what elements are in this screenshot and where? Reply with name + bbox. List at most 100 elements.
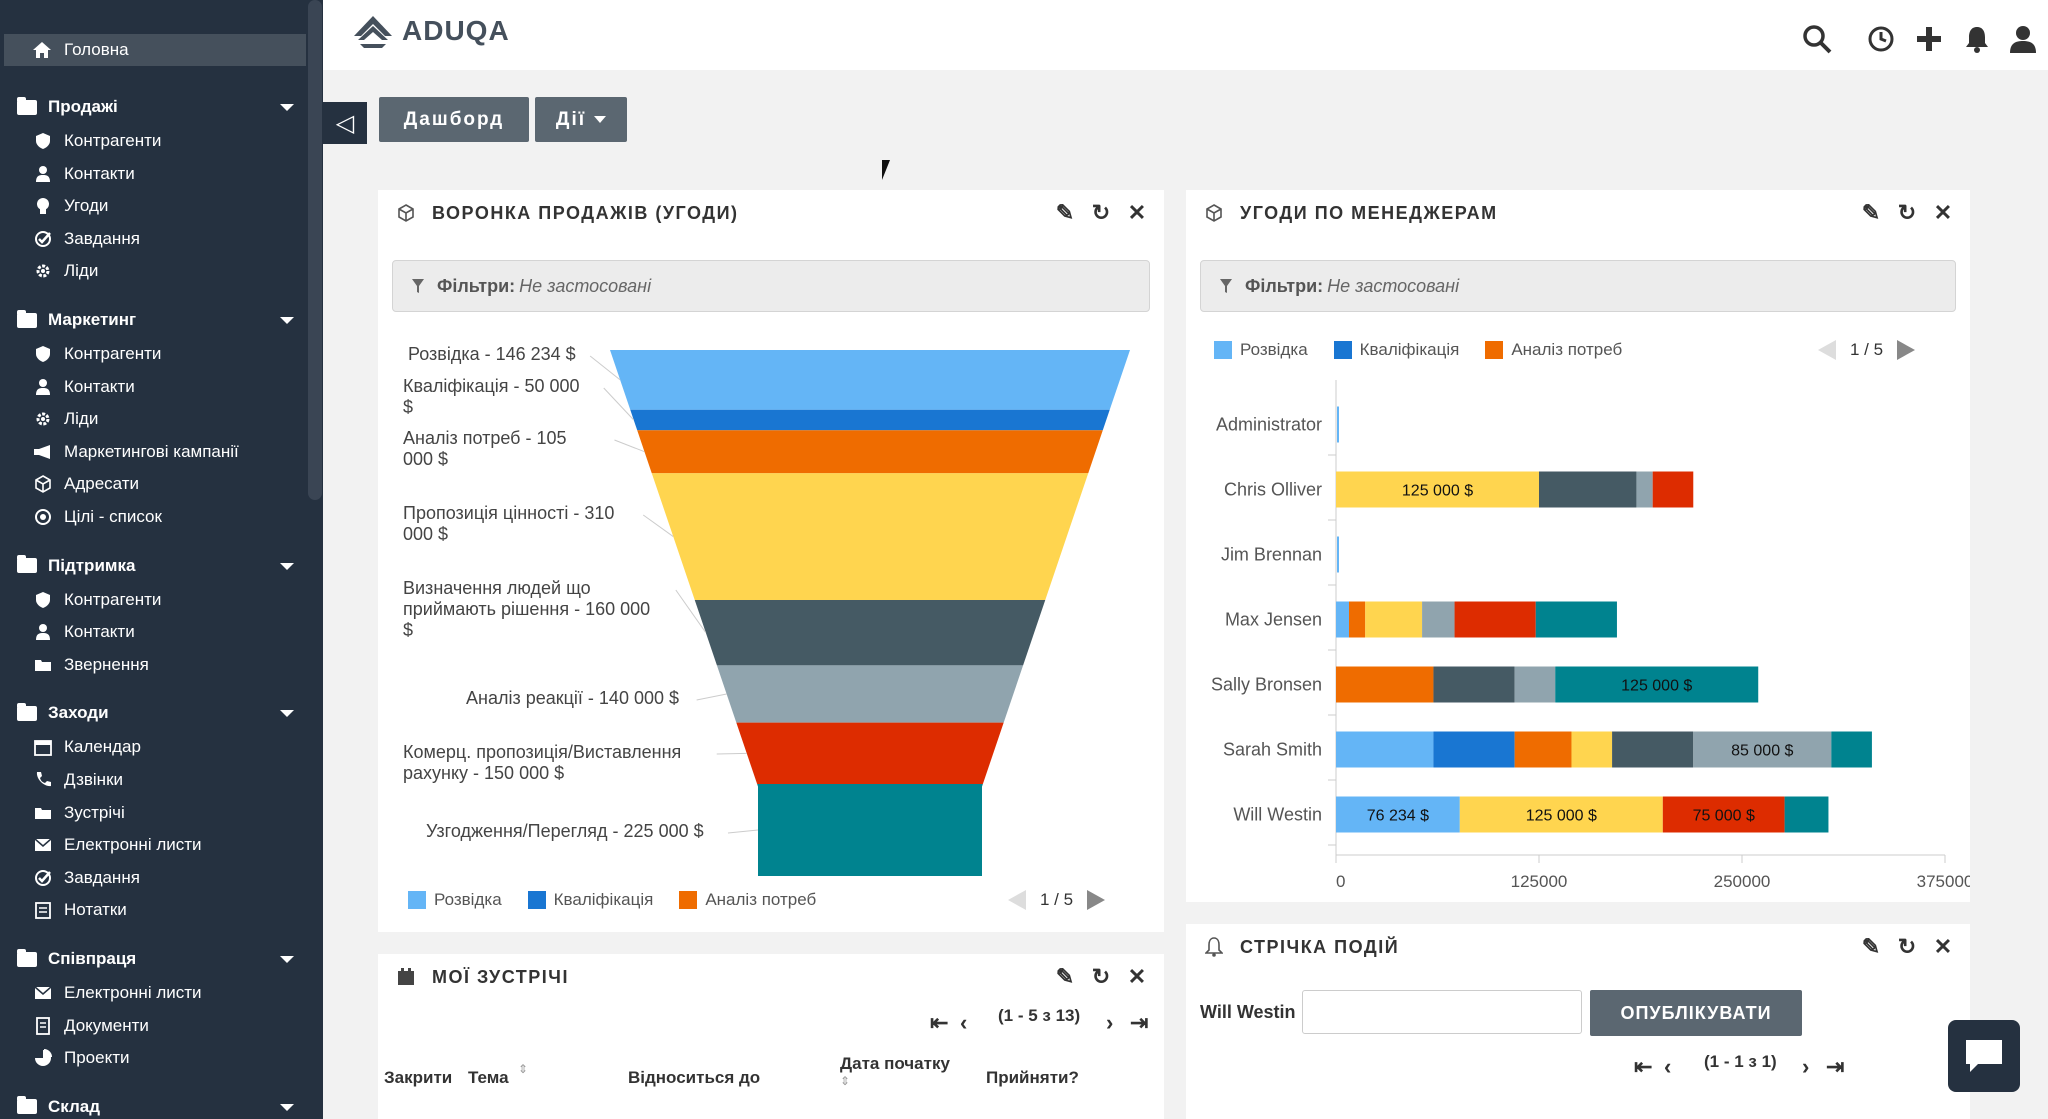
last-page-icon[interactable]: ⇥ — [1130, 1010, 1149, 1035]
bar-segment[interactable] — [1539, 471, 1637, 508]
collapse-sidebar-button[interactable]: ◁ — [323, 102, 367, 144]
sidebar-item[interactable]: Контакти — [0, 617, 306, 647]
sidebar-group[interactable]: Продажі — [0, 90, 306, 124]
chevron-down-icon[interactable] — [280, 956, 294, 963]
chevron-down-icon[interactable] — [280, 1103, 294, 1111]
edit-icon[interactable]: ✎ — [1055, 964, 1075, 989]
column-header-close[interactable]: Закрити — [384, 1068, 453, 1087]
filter-bar[interactable]: Фільтри: Не застосовані — [1200, 260, 1956, 312]
sidebar-item[interactable]: Угоди — [0, 191, 306, 221]
chevron-down-icon[interactable] — [280, 710, 294, 718]
bar-segment[interactable] — [1433, 666, 1515, 703]
sidebar-group[interactable]: Склад — [0, 1090, 306, 1119]
sidebar-item[interactable]: Контрагенти — [0, 339, 306, 369]
sidebar-group[interactable]: Заходи — [0, 696, 306, 730]
bar-segment[interactable] — [1336, 601, 1349, 638]
bar-segment[interactable] — [1693, 731, 1832, 768]
bar-segment[interactable] — [1831, 731, 1872, 768]
sidebar-item[interactable]: Проекти — [0, 1043, 306, 1073]
next-page-icon[interactable]: › — [1106, 1010, 1114, 1035]
filter-bar[interactable]: Фільтри: Не застосовані — [392, 260, 1150, 312]
refresh-icon[interactable]: ↻ — [1897, 200, 1917, 225]
bell-icon[interactable] — [1960, 22, 1994, 56]
last-page-icon[interactable]: ⇥ — [1826, 1054, 1845, 1079]
sidebar-item[interactable]: Календар — [0, 732, 306, 762]
search-icon[interactable] — [1800, 22, 1834, 56]
sidebar-item[interactable]: Контрагенти — [0, 585, 306, 615]
column-header-related[interactable]: Відноситься до — [628, 1068, 761, 1087]
prev-page-icon[interactable]: ‹ — [1664, 1054, 1672, 1079]
bar-segment[interactable] — [1652, 471, 1694, 508]
legend-item[interactable]: Аналіз потреб — [1485, 340, 1622, 360]
post-input[interactable] — [1302, 990, 1582, 1034]
clock-icon[interactable] — [1864, 22, 1898, 56]
bar-segment[interactable] — [1555, 666, 1759, 703]
refresh-icon[interactable]: ↻ — [1897, 934, 1917, 959]
funnel-segment[interactable] — [716, 665, 1024, 723]
funnel-segment[interactable] — [694, 599, 1046, 666]
next-page-icon[interactable] — [1897, 340, 1916, 360]
bar-segment[interactable] — [1514, 666, 1556, 703]
sidebar-scrollbar[interactable] — [308, 0, 322, 500]
column-header-accept[interactable]: Прийняти? — [986, 1068, 1079, 1087]
next-page-icon[interactable]: › — [1802, 1054, 1810, 1079]
bar-segment[interactable] — [1348, 601, 1366, 638]
sidebar-item[interactable]: Звернення — [0, 650, 306, 680]
chevron-down-icon[interactable] — [280, 562, 294, 570]
chat-button[interactable] — [1948, 1020, 2020, 1092]
edit-icon[interactable]: ✎ — [1861, 934, 1881, 959]
sidebar-item[interactable]: Ліди — [0, 404, 306, 434]
sidebar-item[interactable]: Електронні листи — [0, 830, 306, 860]
funnel-segment[interactable] — [610, 350, 1130, 410]
close-icon[interactable]: ✕ — [1933, 934, 1953, 959]
bar-segment[interactable] — [1365, 601, 1423, 638]
prev-page-icon[interactable] — [1818, 340, 1836, 360]
edit-icon[interactable]: ✎ — [1861, 200, 1881, 225]
user-profile-icon[interactable] — [2006, 22, 2040, 56]
funnel-segment[interactable] — [651, 473, 1089, 600]
legend-item[interactable]: Розвідка — [408, 890, 502, 910]
sidebar-item[interactable]: Адресати — [0, 469, 306, 499]
bar-segment[interactable] — [1336, 666, 1434, 703]
sidebar-item-home[interactable]: Головна — [4, 34, 306, 66]
bar-segment[interactable] — [1535, 601, 1617, 638]
bar-segment[interactable] — [1612, 731, 1694, 768]
first-page-icon[interactable]: ⇤ — [1634, 1054, 1653, 1079]
close-icon[interactable]: ✕ — [1127, 964, 1147, 989]
prev-page-icon[interactable]: ‹ — [960, 1010, 968, 1035]
refresh-icon[interactable]: ↻ — [1091, 200, 1111, 225]
sidebar-item[interactable]: Контакти — [0, 372, 306, 402]
legend-item[interactable]: Кваліфікація — [1333, 340, 1459, 360]
refresh-icon[interactable]: ↻ — [1091, 964, 1111, 989]
legend-item[interactable]: Кваліфікація — [527, 890, 653, 910]
actions-dropdown[interactable]: Дії — [535, 97, 627, 142]
sidebar-group[interactable]: Співпраця — [0, 942, 306, 976]
next-page-icon[interactable] — [1087, 890, 1106, 910]
sidebar-item[interactable]: Документи — [0, 1011, 306, 1041]
legend-item[interactable]: Розвідка — [1214, 340, 1308, 360]
bar-segment[interactable] — [1336, 471, 1539, 508]
bar-segment[interactable] — [1636, 471, 1653, 508]
bar-segment[interactable] — [1784, 796, 1829, 833]
sidebar-item[interactable]: Завдання — [0, 224, 306, 254]
sidebar-item[interactable]: Дзвінки — [0, 765, 306, 795]
column-header-subject[interactable]: Тема — [468, 1068, 509, 1087]
legend-item[interactable]: Аналіз потреб — [679, 890, 816, 910]
first-page-icon[interactable]: ⇤ — [930, 1010, 949, 1035]
sidebar-item[interactable]: Ліди — [0, 256, 306, 286]
bar-segment[interactable] — [1336, 796, 1460, 833]
bar-segment[interactable] — [1459, 796, 1663, 833]
post-button[interactable]: ОПУБЛІКУВАТИ — [1590, 990, 1802, 1036]
bar-segment[interactable] — [1454, 601, 1536, 638]
sidebar-item[interactable]: Маркетингові кампанії — [0, 437, 306, 467]
bar-segment[interactable] — [1571, 731, 1613, 768]
close-icon[interactable]: ✕ — [1933, 200, 1953, 225]
plus-icon[interactable] — [1912, 22, 1946, 56]
prev-page-icon[interactable] — [1008, 890, 1026, 910]
bar-segment[interactable] — [1336, 731, 1434, 768]
column-header-start-date[interactable]: Дата початку — [840, 1054, 950, 1073]
funnel-segment[interactable] — [630, 409, 1110, 431]
chevron-down-icon[interactable] — [280, 104, 294, 111]
bar-segment[interactable] — [1514, 731, 1572, 768]
sidebar-item[interactable]: Контрагенти — [0, 126, 306, 156]
